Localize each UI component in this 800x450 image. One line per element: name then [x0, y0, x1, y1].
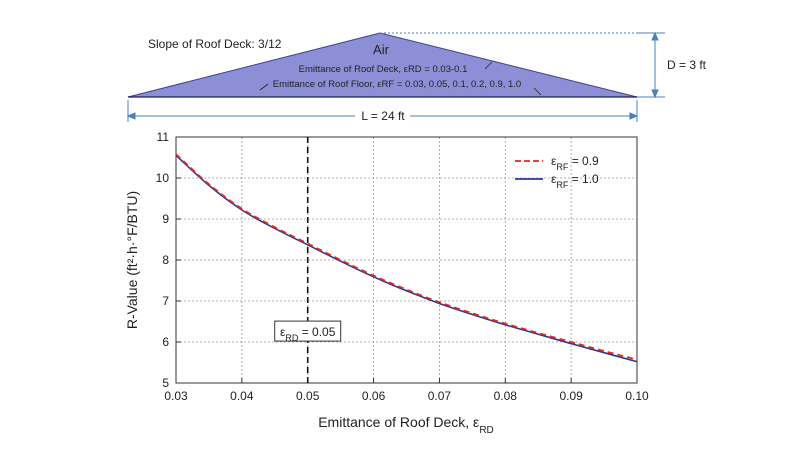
reference-label: εRD = 0.05 [280, 325, 336, 343]
legend-label-symbol: ε [551, 154, 557, 168]
legend-label-0: εRF = 0.9 [551, 154, 599, 172]
roof-diagram: Slope of Roof Deck: 3/12 Air Emittance o… [126, 31, 707, 123]
x-axis-label-main: Emittance of Roof Deck, ε [318, 414, 479, 430]
air-label: Air [373, 42, 390, 57]
x-tick-label: 0.06 [362, 389, 386, 403]
x-tick-label: 0.08 [494, 389, 518, 403]
y-tick-label: 6 [162, 335, 169, 349]
x-tick-label: 0.07 [428, 389, 452, 403]
x-tick-label: 0.05 [296, 389, 320, 403]
floor-pointer-arrow-left [259, 83, 269, 91]
length-label: L = 24 ft [361, 109, 405, 123]
legend-label-sub: RF [556, 162, 568, 172]
length-arrowhead-right [629, 112, 639, 120]
x-axis-label: Emittance of Roof Deck, εRD [318, 414, 494, 436]
height-arrowhead-bottom [651, 89, 659, 99]
y-tick-label: 8 [162, 253, 169, 267]
pointer-arrows [259, 61, 542, 96]
y-tick-label: 10 [156, 171, 170, 185]
r-value-chart: 0.03 0.04 0.05 0.06 0.07 0.08 0.09 0.10 5 6 7 8 9 10… [124, 130, 649, 436]
legend-label-sub: RF [556, 180, 568, 190]
x-tick-label: 0.10 [625, 389, 649, 403]
legend-label-value: = 0.9 [568, 154, 599, 168]
y-axis-label: R-Value (ft²·h·°F/BTU) [124, 191, 140, 329]
legend-label-1: εRF = 1.0 [551, 172, 599, 190]
height-label: D = 3 ft [667, 58, 707, 72]
series-line-1 [175, 154, 638, 363]
x-tick-label: 0.04 [230, 389, 254, 403]
x-axis-label-sub: RD [479, 425, 493, 436]
reference-label-box [274, 320, 342, 342]
reference-label-value: = 0.05 [298, 325, 335, 339]
reference-label-sub: RD [285, 333, 298, 343]
height-dimension [380, 31, 665, 99]
deck-pointer-arrow [484, 61, 493, 70]
series-line-0 [175, 153, 638, 361]
y-tick-label: 7 [162, 294, 169, 308]
series-lines [175, 153, 638, 363]
y-tick-label: 9 [162, 212, 169, 226]
legend-label-value: = 1.0 [568, 172, 599, 186]
reference-label-symbol: ε [280, 325, 286, 339]
length-arrowhead-left [126, 112, 136, 120]
legend-label-symbol: ε [551, 172, 557, 186]
y-axis-ticks: 5 6 7 8 9 10 11 [156, 130, 181, 390]
length-dimension [126, 100, 639, 122]
chart-grid [176, 137, 637, 383]
floor-pointer-arrow-right [533, 87, 542, 96]
reference-line-group: εRD = 0.05 [274, 137, 342, 383]
x-tick-label: 0.09 [559, 389, 583, 403]
emittance-deck-label: Emittance of Roof Deck, εRD = 0.03-0.1 [299, 64, 468, 75]
slope-label: Slope of Roof Deck: 3/12 [148, 37, 282, 51]
x-axis-ticks: 0.03 0.04 0.05 0.06 0.07 0.08 0.09 0.10 [164, 378, 649, 403]
height-arrowhead-top [651, 31, 659, 41]
y-tick-label: 5 [162, 376, 169, 390]
emittance-floor-label: Emittance of Roof Floor, εRF = 0.03, 0.0… [273, 79, 521, 90]
x-tick-label: 0.03 [164, 389, 188, 403]
y-tick-label: 11 [157, 130, 170, 144]
